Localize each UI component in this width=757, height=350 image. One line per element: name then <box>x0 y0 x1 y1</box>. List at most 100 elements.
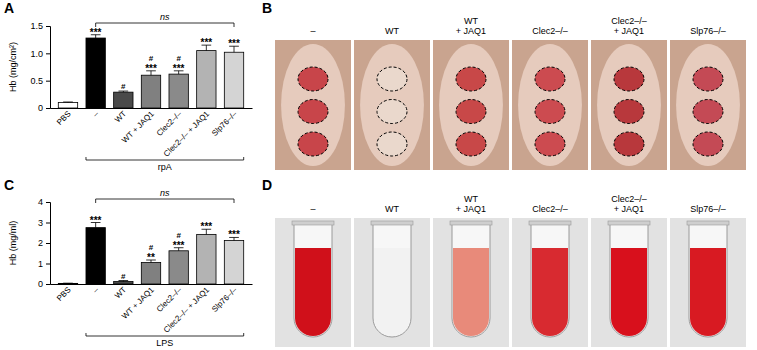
bar-panel: A00.51.01.5Hb (mg/cm²)PBS–WTWT + JAQ1Cle… <box>4 0 253 172</box>
y-tick-mark <box>46 108 50 109</box>
group-bracket <box>86 333 244 336</box>
photo-background <box>670 218 746 347</box>
tube-rim <box>529 221 571 225</box>
tube-liquid <box>453 248 489 336</box>
photo-background <box>354 40 430 170</box>
significance: # <box>149 243 154 252</box>
significance: # <box>149 54 154 63</box>
y-tick-label: 3 <box>38 218 43 228</box>
photo-background <box>512 218 588 347</box>
image-label: Clec2–/– <box>532 204 568 214</box>
significance: *** <box>90 27 102 38</box>
y-tick-label: 2 <box>38 238 43 248</box>
injection-site <box>693 132 723 156</box>
bar <box>197 234 216 284</box>
significance: *** <box>228 38 240 49</box>
mouse-skin <box>597 44 661 166</box>
bar <box>224 241 243 284</box>
x-tick-label: Clec2–/– + JAQ1 <box>162 109 212 159</box>
significance: *** <box>200 221 212 232</box>
injection-site <box>535 132 565 156</box>
injection-site <box>298 67 328 91</box>
x-tick: – <box>91 285 101 295</box>
significance: *** <box>90 215 102 226</box>
image-label: Clec2–/– <box>611 194 647 204</box>
bar <box>86 228 105 284</box>
comparison-label: ns <box>160 188 170 198</box>
figure: A00.51.01.5Hb (mg/cm²)PBS–WTWT + JAQ1Cle… <box>0 0 757 350</box>
x-tick: Clec2–/– + JAQ1 <box>162 109 212 159</box>
x-tick-label: – <box>91 109 101 119</box>
bar <box>114 92 133 108</box>
bar <box>141 262 160 284</box>
tube <box>531 224 569 337</box>
tube <box>294 224 332 337</box>
bar <box>86 38 105 108</box>
mouse-skin <box>518 44 582 166</box>
y-tick: 3 <box>38 218 50 228</box>
bar-panel: C01234Hb (mg/ml)PBS–WTWT + JAQ1Clec2–/–C… <box>4 177 253 348</box>
image-label: + JAQ1 <box>614 26 644 36</box>
injection-site <box>456 67 486 91</box>
x-tick-label: PBS <box>55 285 73 303</box>
x-tick: PBS <box>55 109 73 127</box>
bar <box>141 75 160 108</box>
significance: *** <box>200 37 212 48</box>
y-tick-label: 0.5 <box>30 76 43 86</box>
comparison-bracket <box>96 23 234 27</box>
injection-site <box>614 67 644 91</box>
y-tick: 0 <box>38 279 50 289</box>
y-tick-mark <box>46 243 50 244</box>
image-label: Clec2–/– <box>611 16 647 26</box>
image-label: Clec2–/– <box>532 26 568 36</box>
y-tick: 1.0 <box>30 49 50 59</box>
image-label: WT <box>385 204 399 214</box>
error-cap <box>63 283 73 284</box>
injection-site <box>456 132 486 156</box>
mouse-skin <box>439 44 503 166</box>
image-label: Slp76–/– <box>690 204 726 214</box>
y-tick: 1.5 <box>30 21 50 31</box>
tube-rim <box>687 221 729 225</box>
tube-liquid <box>611 248 647 336</box>
x-tick-label: PBS <box>55 109 73 127</box>
y-tick-mark <box>46 81 50 82</box>
photo-background <box>591 218 667 347</box>
significance: *** <box>228 229 240 240</box>
photo-background <box>433 218 509 347</box>
x-tick-label: WT + JAQ1 <box>120 109 156 145</box>
image-label: + JAQ1 <box>614 204 644 214</box>
x-tick: – <box>91 109 101 119</box>
y-tick-label: 1.5 <box>30 21 43 31</box>
tube-rim <box>292 221 334 225</box>
x-tick-label: Clec2–/– + JAQ1 <box>162 285 212 335</box>
photo-panel: B–WTWT+ JAQ1Clec2–/–Clec2–/–+ JAQ1Slp76–… <box>262 0 746 170</box>
y-tick: 4 <box>38 197 50 207</box>
image-label: WT <box>464 16 478 26</box>
tube-liquid <box>532 248 568 336</box>
y-axis: 00.51.01.5 <box>30 21 50 113</box>
x-tick: Slp76–/– <box>210 109 239 138</box>
plot-area <box>58 35 243 108</box>
mouse-skin <box>676 44 740 166</box>
x-axis: PBS–WTWT + JAQ1Clec2–/–Clec2–/– + JAQ1Sl… <box>51 285 253 335</box>
panel-title: B <box>262 0 272 16</box>
injection-site <box>298 132 328 156</box>
x-tick-label: – <box>91 285 101 295</box>
bar <box>197 51 216 108</box>
group-label: LPS <box>156 338 173 348</box>
x-tick: WT + JAQ1 <box>120 109 156 145</box>
error-cap <box>63 101 73 102</box>
image-label: – <box>310 26 315 36</box>
panel-title: D <box>262 177 272 193</box>
y-axis-line <box>46 27 51 109</box>
photo-background <box>275 40 351 170</box>
injection-site <box>377 100 407 124</box>
injection-site <box>693 67 723 91</box>
x-axis-line <box>51 284 253 285</box>
injection-site <box>377 67 407 91</box>
significance: *** <box>145 63 157 74</box>
x-tick: WT + JAQ1 <box>120 285 156 321</box>
injection-site <box>535 67 565 91</box>
bar <box>169 251 188 284</box>
